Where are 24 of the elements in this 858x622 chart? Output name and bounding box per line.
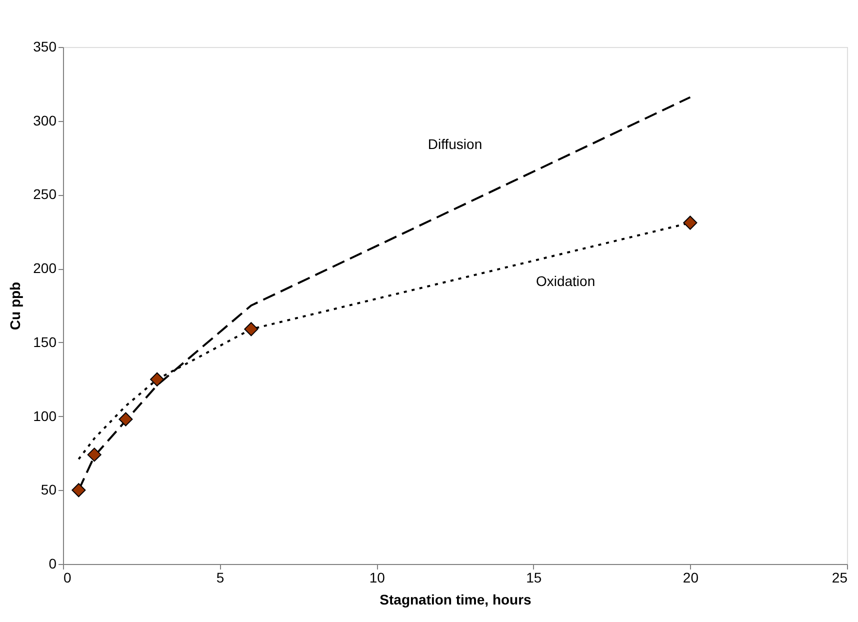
point (72, 483, 86, 498)
point (150, 372, 164, 386)
y-tick-label: 0 (48, 556, 57, 572)
x-tick-label: 5 (216, 570, 224, 586)
x-tick-label: 25 (832, 570, 848, 586)
point (87, 448, 102, 462)
y-tick-label: 50 (40, 482, 57, 498)
x-tick-label: 0 (64, 570, 72, 586)
annotation: Oxidation (536, 273, 596, 290)
annotation: Diffusion (428, 136, 482, 152)
x-tick-label: 15 (526, 570, 542, 586)
y-tick-label: 200 (33, 260, 57, 276)
y-tick-label: 300 (33, 112, 57, 128)
y-tick-label: 150 (33, 334, 57, 350)
point (118, 412, 133, 426)
x-tick-label: 20 (682, 570, 699, 586)
x-tick-label: 10 (369, 570, 386, 586)
y-tick-label: 350 (33, 38, 57, 54)
point (244, 322, 258, 336)
x-axis-title: Stagnation time, hours (380, 592, 532, 608)
y-axis-title: Cu ppb (7, 282, 24, 330)
point (683, 216, 698, 230)
y-tick-label: 250 (33, 186, 57, 202)
y-tick-label: 100 (33, 408, 57, 424)
